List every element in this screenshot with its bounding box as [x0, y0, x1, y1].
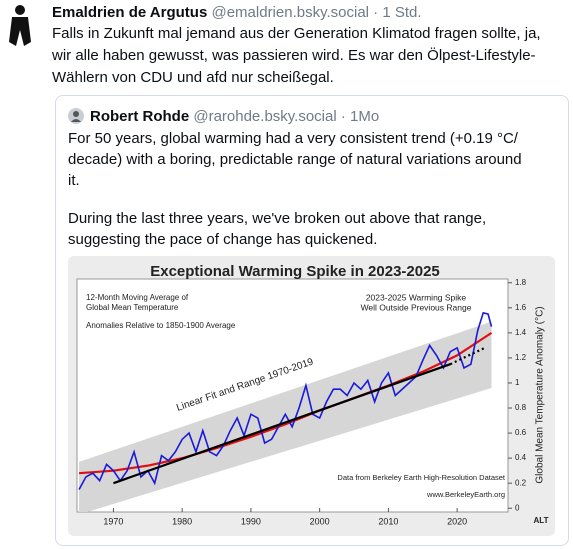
post-text: Wählern von CDU und afd nur scheißegal.	[52, 69, 334, 86]
annotation: Well Outside Previous Range	[361, 302, 472, 312]
y-tick-label: 0	[515, 503, 520, 512]
x-tick-label: 2020	[447, 516, 467, 526]
quote-author-line: Robert Rohde @rarohde.bsky.social · 1Mo	[90, 106, 379, 127]
quote-card[interactable]	[55, 95, 569, 546]
series-line	[78, 331, 493, 475]
annotation: Data from Berkeley Earth High-Resolution…	[337, 473, 505, 482]
author[interactable]: Emaldrien de Argutus	[52, 4, 208, 21]
y-tick-label: 1	[515, 378, 520, 387]
annotation: ALT	[534, 516, 549, 525]
range-band	[79, 321, 492, 512]
quote-text: it.	[68, 172, 80, 189]
quote-avatar	[68, 108, 84, 124]
author-line: Emaldrien de Argutus @emaldrien.bsky.soc…	[52, 2, 422, 23]
annotation: Global Mean Temperature	[86, 303, 179, 312]
y-tick-label: 0.2	[515, 478, 527, 487]
y-tick-label: 0.8	[515, 403, 527, 412]
x-tick-label: 1970	[103, 516, 123, 526]
quote-author[interactable]: Robert Rohde	[90, 108, 190, 125]
post-text: wir alle haben gewusst, was passieren wi…	[52, 47, 536, 64]
x-tick-label: 2010	[378, 516, 398, 526]
y-tick-label: 1.2	[515, 353, 527, 362]
quote-handle[interactable]: @rarohde.bsky.social · 1Mo	[193, 108, 380, 125]
quote-text: suggesting the pace of change has quicke…	[68, 231, 378, 248]
x-tick-label: 1980	[172, 516, 192, 526]
x-tick-label: 2000	[310, 516, 330, 526]
y-tick-label: 0.4	[515, 453, 527, 462]
series-line	[449, 346, 486, 366]
annotation: 2023-2025 Warming Spike	[366, 292, 467, 302]
quote-text: For 50 years, global warming had a very …	[68, 130, 518, 147]
annotation: www.BerkeleyEarth.org	[426, 490, 505, 499]
series-line	[113, 363, 451, 485]
y-tick-label: 0.6	[515, 428, 527, 437]
quote-text: decade) with a boring, predictable range…	[68, 151, 522, 168]
y-tick-label: 1.8	[515, 278, 527, 287]
annotation: Anomalies Relative to 1850-1900 Average	[86, 321, 236, 330]
avatar	[0, 0, 40, 48]
x-tick-label: 1990	[241, 516, 261, 526]
chart-title: Exceptional Warming Spike in 2023-2025	[150, 263, 440, 280]
post-text: Falls in Zukunft mal jemand aus der Gene…	[52, 25, 541, 42]
y-tick-label: 1.4	[515, 328, 527, 337]
annotation: 12-Month Moving Average of	[86, 293, 189, 302]
handle[interactable]: @emaldrien.bsky.social · 1 Std.	[211, 4, 422, 21]
y-tick-label: 1.6	[515, 303, 527, 312]
quote-text: During the last three years, we've broke…	[68, 210, 487, 227]
y-axis-title: Global Mean Temperature Anomaly (°C)	[535, 306, 546, 483]
